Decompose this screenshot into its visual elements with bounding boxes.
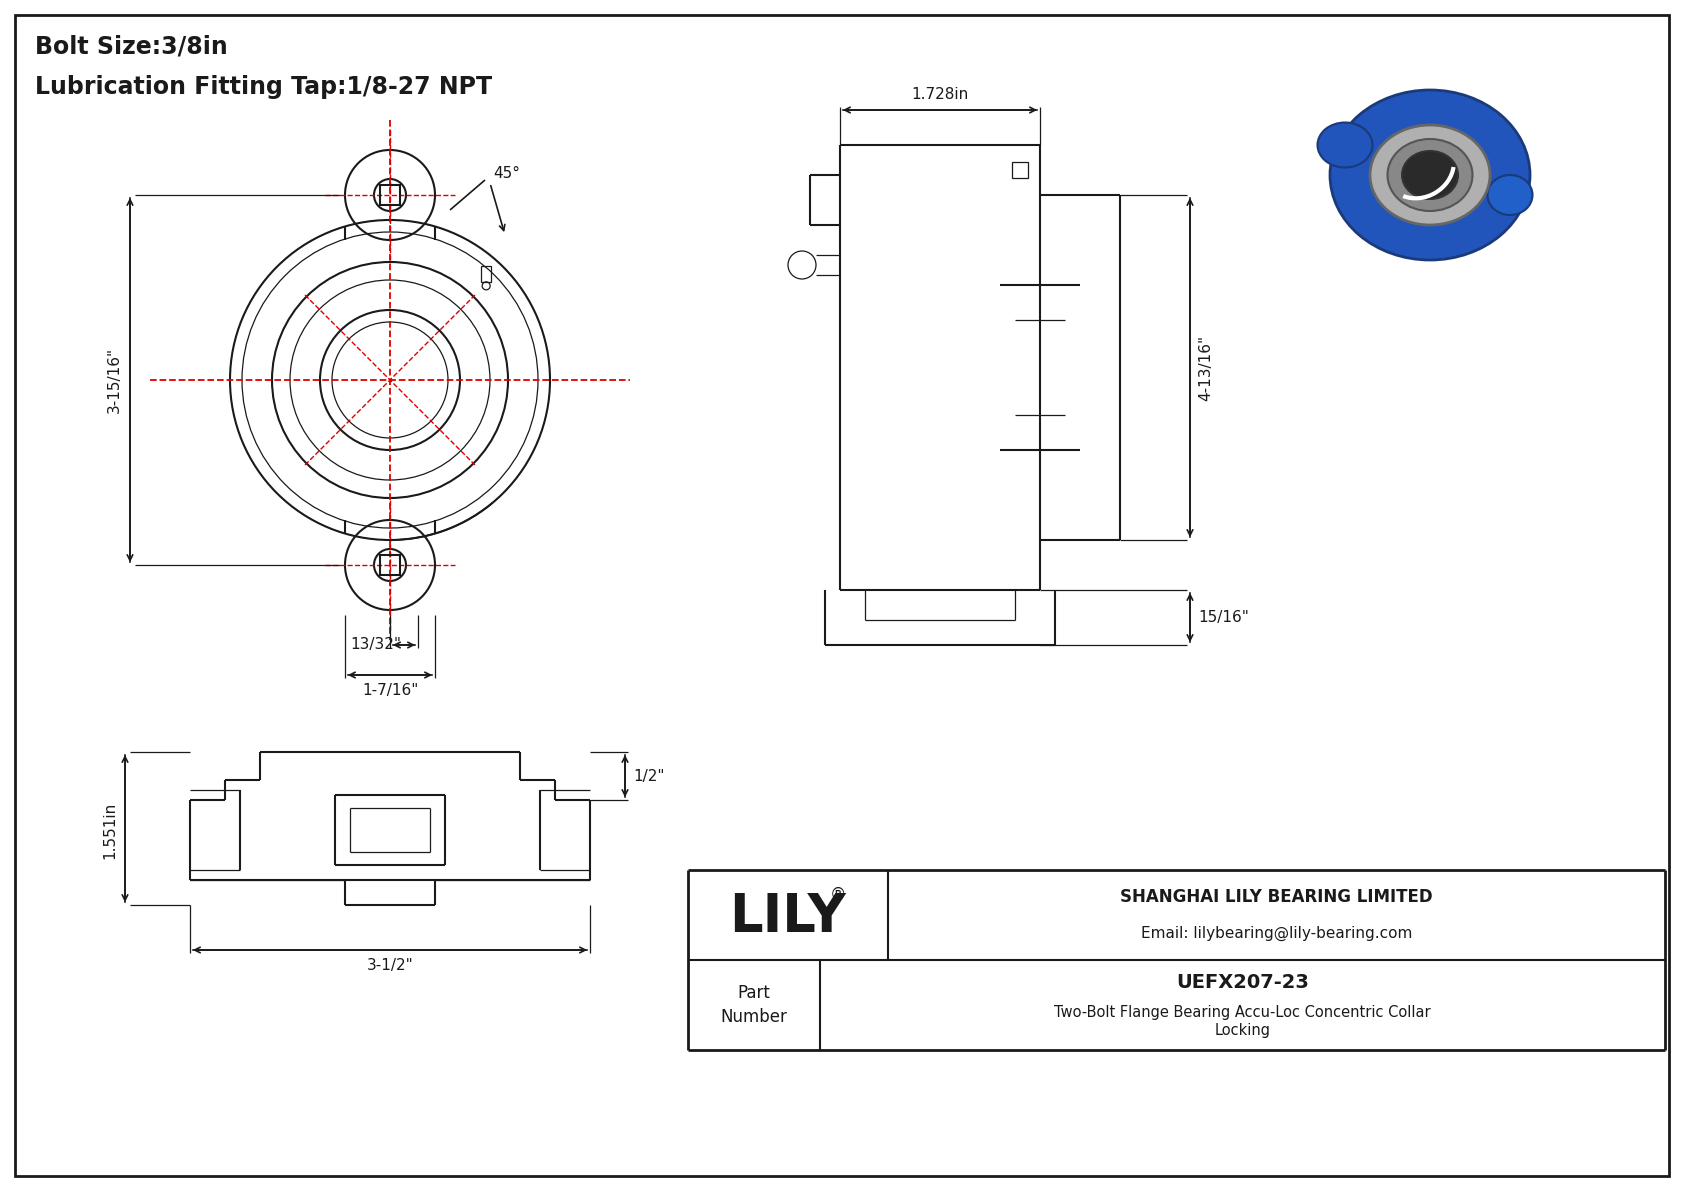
Text: Part: Part (738, 984, 771, 1002)
Text: Bolt Size:3/8in: Bolt Size:3/8in (35, 35, 227, 60)
Bar (482, 266, 492, 282)
Text: Lubrication Fitting Tap:1/8-27 NPT: Lubrication Fitting Tap:1/8-27 NPT (35, 75, 492, 99)
Bar (381, 555, 401, 575)
Text: 15/16": 15/16" (1197, 610, 1250, 625)
Text: LILY: LILY (729, 891, 847, 943)
Ellipse shape (1487, 175, 1532, 216)
Text: ®: ® (830, 886, 847, 904)
Text: 4-13/16": 4-13/16" (1197, 335, 1212, 400)
Text: UEFX207-23: UEFX207-23 (1175, 973, 1308, 992)
Text: Email: lilybearing@lily-bearing.com: Email: lilybearing@lily-bearing.com (1140, 925, 1413, 941)
Bar (381, 185, 401, 205)
Text: SHANGHAI LILY BEARING LIMITED: SHANGHAI LILY BEARING LIMITED (1120, 888, 1433, 906)
Ellipse shape (1330, 91, 1531, 260)
Text: Number: Number (721, 1008, 788, 1025)
Text: 1.551in: 1.551in (103, 802, 116, 859)
Text: Two-Bolt Flange Bearing Accu-Loc Concentric Collar: Two-Bolt Flange Bearing Accu-Loc Concent… (1054, 1005, 1431, 1021)
Text: 3-1/2": 3-1/2" (367, 958, 413, 973)
Ellipse shape (1388, 139, 1472, 211)
Ellipse shape (1371, 125, 1490, 225)
Text: 1.728in: 1.728in (911, 87, 968, 102)
Text: 13/32": 13/32" (350, 637, 401, 653)
Text: 1-7/16": 1-7/16" (362, 682, 418, 698)
Text: 3-15/16": 3-15/16" (108, 347, 121, 413)
Text: Locking: Locking (1214, 1023, 1270, 1039)
Ellipse shape (1403, 151, 1458, 199)
Ellipse shape (1317, 123, 1372, 168)
Text: 45°: 45° (493, 166, 520, 181)
Text: 1/2": 1/2" (633, 768, 665, 784)
Bar (1012, 162, 1027, 177)
